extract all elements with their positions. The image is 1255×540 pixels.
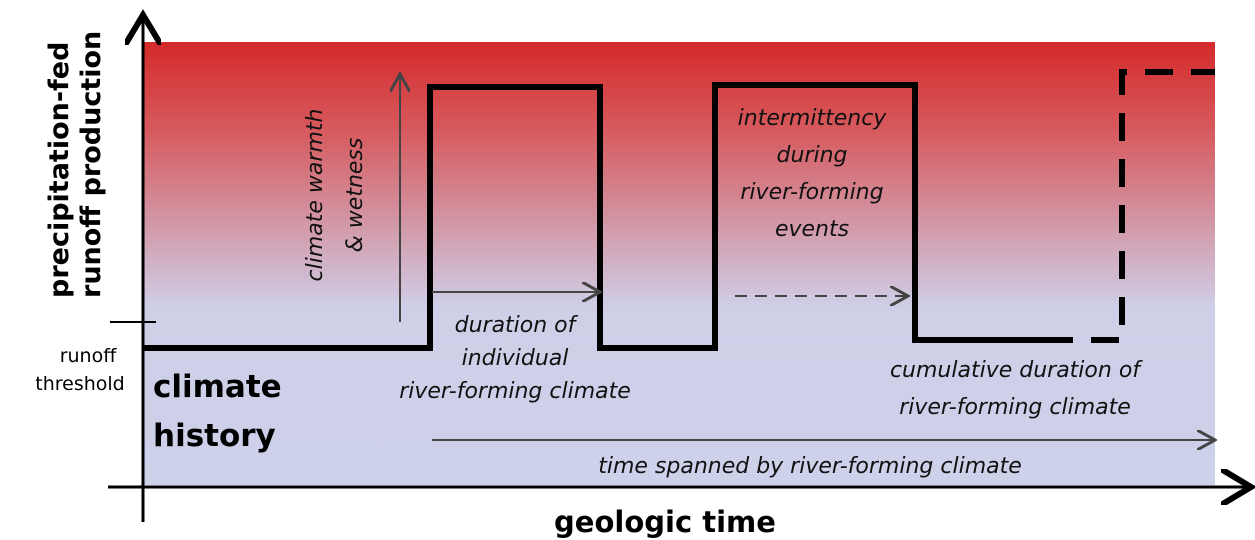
annotation-line: river-forming climate <box>899 395 1131 420</box>
annotation-line: intermittency <box>738 106 888 131</box>
annotation-line: cumulative duration of <box>890 358 1143 383</box>
annotation-line: river-forming climate <box>399 379 631 404</box>
background <box>143 42 1215 485</box>
threshold-label: runoff <box>60 345 118 367</box>
annotation-line: events <box>775 217 849 242</box>
span-annotation: time spanned by river-forming climate <box>598 454 1022 479</box>
annotation-line: duration of <box>455 313 579 338</box>
annotation-line: during <box>777 143 848 168</box>
y-label-line: precipitation-fed <box>44 42 75 298</box>
x-axis-label: geologic time <box>554 505 776 539</box>
annotation-line: climate warmth <box>303 109 328 282</box>
history-label: history <box>153 418 276 454</box>
y-label-line: runoff production <box>76 31 107 298</box>
annotation-line: river-forming <box>740 180 883 205</box>
warmth-annotation: climate warmth & wetness <box>303 109 368 282</box>
threshold-label: threshold <box>35 373 124 395</box>
climate-line <box>143 82 1045 351</box>
history-label: climate <box>153 369 282 405</box>
annotation-line: individual <box>462 346 569 371</box>
y-axis-label: precipitation-fed runoff production <box>44 31 107 298</box>
annotation-line: & wetness <box>343 138 368 253</box>
climate-line-dashed <box>1045 69 1215 343</box>
